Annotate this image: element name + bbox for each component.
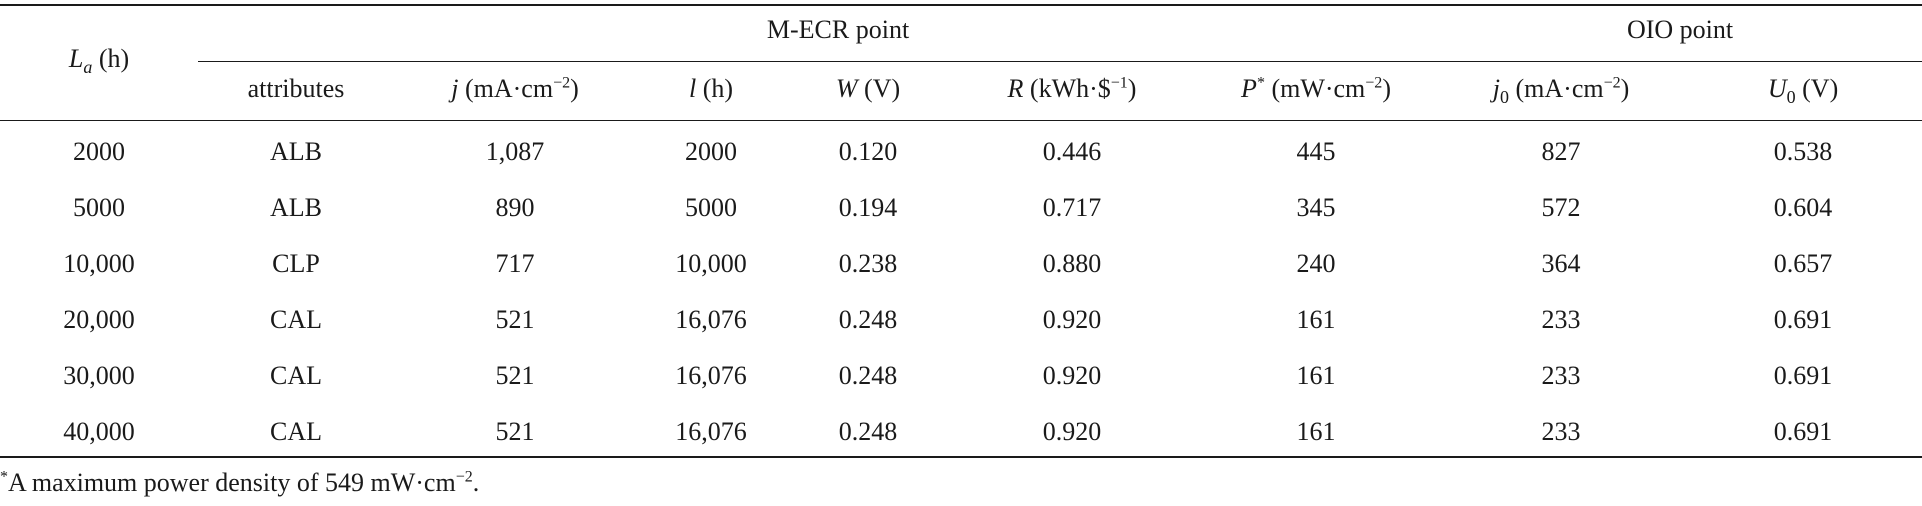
cell-la: 20,000 bbox=[63, 305, 135, 334]
cell-attr: CAL bbox=[270, 305, 322, 334]
cell-w: 0.248 bbox=[838, 361, 898, 390]
cell-r: 0.920 bbox=[1042, 361, 1102, 390]
cell-p: 161 bbox=[1296, 305, 1336, 334]
cell-j: 521 bbox=[495, 361, 535, 390]
cell-j0: 233 bbox=[1541, 417, 1581, 446]
cell-la: 2000 bbox=[73, 137, 125, 166]
cell-j0: 364 bbox=[1541, 249, 1581, 278]
header-oio-point: OIO point bbox=[1626, 15, 1734, 44]
cell-la: 10,000 bbox=[63, 249, 135, 278]
cell-u0: 0.691 bbox=[1773, 361, 1833, 390]
cell-p: 161 bbox=[1296, 361, 1336, 390]
header-p: P* (mW·cm−2) bbox=[1241, 74, 1391, 103]
cell-w: 0.248 bbox=[838, 305, 898, 334]
header-la: La (h) bbox=[68, 44, 130, 78]
cell-j0: 233 bbox=[1541, 361, 1581, 390]
table-footnote: *A maximum power density of 549 mW·cm−2. bbox=[0, 468, 480, 497]
cell-p: 445 bbox=[1296, 137, 1336, 166]
cell-p: 240 bbox=[1296, 249, 1336, 278]
header-w: W (V) bbox=[835, 74, 901, 103]
cell-attr: CAL bbox=[270, 361, 322, 390]
table-row: 5000 ALB 890 5000 0.194 0.717 345 572 0.604 bbox=[0, 180, 1922, 236]
cell-la: 5000 bbox=[73, 193, 125, 222]
cell-r: 0.717 bbox=[1042, 193, 1102, 222]
cell-la: 30,000 bbox=[63, 361, 135, 390]
cell-attr: CAL bbox=[270, 417, 322, 446]
cell-r: 0.920 bbox=[1042, 305, 1102, 334]
cell-u0: 0.657 bbox=[1773, 249, 1833, 278]
header-j: j (mA·cm−2) bbox=[451, 74, 579, 103]
cell-l: 16,076 bbox=[675, 417, 747, 446]
cell-r: 0.446 bbox=[1042, 137, 1102, 166]
cell-r: 0.920 bbox=[1042, 417, 1102, 446]
cell-j0: 233 bbox=[1541, 305, 1581, 334]
cell-r: 0.880 bbox=[1042, 249, 1102, 278]
header-j0: j0 (mA·cm−2) bbox=[1492, 74, 1630, 108]
header-u0: U0 (V) bbox=[1767, 74, 1839, 108]
cell-l: 2000 bbox=[685, 137, 737, 166]
cell-p: 345 bbox=[1296, 193, 1336, 222]
table-row: 40,000 CAL 521 16,076 0.248 0.920 161 233 0.691 bbox=[0, 404, 1922, 460]
header-l: l (h) bbox=[688, 74, 734, 103]
table-row: 20,000 CAL 521 16,076 0.248 0.920 161 233 0.691 bbox=[0, 292, 1922, 348]
table-row: 2000 ALB 1,087 2000 0.120 0.446 445 827 0.538 bbox=[0, 124, 1922, 180]
header-mecr-point: M-ECR point bbox=[766, 15, 910, 44]
cell-attr: ALB bbox=[270, 193, 322, 222]
header-r: R (kWh·$−1) bbox=[1007, 74, 1137, 103]
table-row: 30,000 CAL 521 16,076 0.248 0.920 161 233 0.691 bbox=[0, 348, 1922, 404]
top-rule bbox=[0, 4, 1922, 6]
cell-l: 10,000 bbox=[675, 249, 747, 278]
cell-u0: 0.538 bbox=[1773, 137, 1833, 166]
cell-w: 0.120 bbox=[838, 137, 898, 166]
cell-j: 717 bbox=[495, 249, 535, 278]
cell-u0: 0.604 bbox=[1773, 193, 1833, 222]
cell-la: 40,000 bbox=[63, 417, 135, 446]
cell-w: 0.248 bbox=[838, 417, 898, 446]
cell-u0: 0.691 bbox=[1773, 305, 1833, 334]
cell-l: 16,076 bbox=[675, 361, 747, 390]
group-underline bbox=[198, 61, 1922, 62]
cell-l: 16,076 bbox=[675, 305, 747, 334]
cell-attr: ALB bbox=[270, 137, 322, 166]
cell-j: 890 bbox=[495, 193, 535, 222]
cell-u0: 0.691 bbox=[1773, 417, 1833, 446]
header-row-columns: attributes j (mA·cm−2) l (h) W (V) R (kW… bbox=[0, 60, 1922, 118]
cell-p: 161 bbox=[1296, 417, 1336, 446]
results-table: La (h) M-ECR point OIO point attributes … bbox=[0, 0, 1922, 460]
cell-w: 0.194 bbox=[838, 193, 898, 222]
cell-j: 1,087 bbox=[485, 137, 545, 166]
header-row-group: La (h) M-ECR point OIO point bbox=[0, 0, 1922, 76]
table-row: 10,000 CLP 717 10,000 0.238 0.880 240 364 0.657 bbox=[0, 236, 1922, 292]
bottom-rule bbox=[0, 456, 1922, 458]
cell-w: 0.238 bbox=[838, 249, 898, 278]
cell-j: 521 bbox=[495, 305, 535, 334]
cell-l: 5000 bbox=[685, 193, 737, 222]
cell-attr: CLP bbox=[272, 249, 320, 278]
cell-j0: 827 bbox=[1541, 137, 1581, 166]
cell-j: 521 bbox=[495, 417, 535, 446]
header-attributes: attributes bbox=[247, 74, 345, 103]
cell-j0: 572 bbox=[1541, 193, 1581, 222]
header-rule bbox=[0, 120, 1922, 121]
